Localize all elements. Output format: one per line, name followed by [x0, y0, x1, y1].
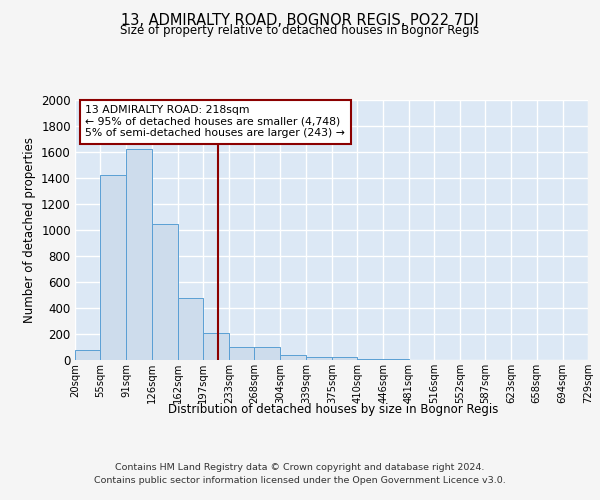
- Bar: [100, 176, 127, 360]
- Bar: [203, 334, 229, 360]
- Bar: [280, 356, 306, 360]
- Text: Contains public sector information licensed under the Open Government Licence v3: Contains public sector information licen…: [94, 476, 506, 485]
- Y-axis label: Number of detached properties: Number of detached properties: [23, 137, 35, 323]
- Bar: [254, 347, 280, 360]
- Bar: [229, 347, 254, 360]
- Bar: [152, 224, 178, 360]
- Text: Distribution of detached houses by size in Bognor Regis: Distribution of detached houses by size …: [168, 402, 498, 415]
- Bar: [127, 150, 152, 360]
- Text: 13, ADMIRALTY ROAD, BOGNOR REGIS, PO22 7DJ: 13, ADMIRALTY ROAD, BOGNOR REGIS, PO22 7…: [121, 12, 479, 28]
- Bar: [75, 350, 100, 360]
- Bar: [332, 358, 357, 360]
- Text: Size of property relative to detached houses in Bognor Regis: Size of property relative to detached ho…: [121, 24, 479, 37]
- Text: 13 ADMIRALTY ROAD: 218sqm
← 95% of detached houses are smaller (4,748)
5% of sem: 13 ADMIRALTY ROAD: 218sqm ← 95% of detac…: [85, 105, 345, 138]
- Bar: [306, 357, 332, 360]
- Text: Contains HM Land Registry data © Crown copyright and database right 2024.: Contains HM Land Registry data © Crown c…: [115, 462, 485, 471]
- Bar: [178, 298, 203, 360]
